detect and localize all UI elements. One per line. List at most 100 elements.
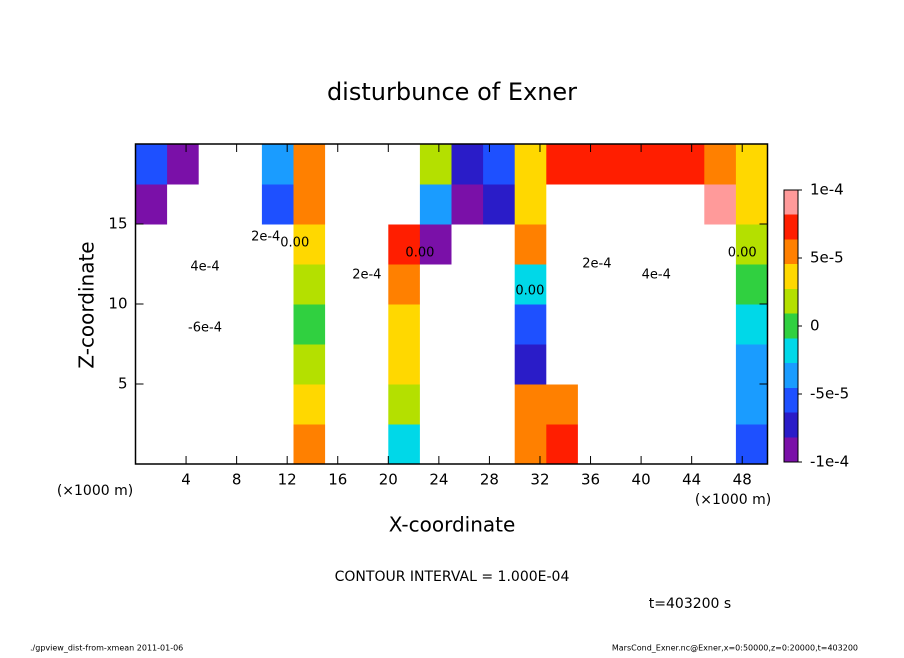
- field-cell: [325, 384, 358, 425]
- x-unit: (×1000 m): [695, 492, 771, 508]
- x-tick-label: 16: [328, 471, 347, 489]
- field-cell: [230, 304, 263, 345]
- field-cell: [451, 184, 484, 225]
- field-cell: [704, 424, 737, 465]
- field-cell: [135, 224, 168, 265]
- field-cell: [293, 304, 326, 345]
- field-cell: [230, 344, 263, 385]
- field-cell: [514, 224, 547, 265]
- field-cell: [546, 264, 579, 305]
- field-cell: [388, 224, 421, 265]
- field-cell: [198, 424, 231, 465]
- x-axis-label: X-coordinate: [389, 513, 516, 537]
- field-cell: [483, 304, 516, 345]
- y-axis-label: Z-coordinate: [75, 241, 99, 368]
- field-cell: [230, 264, 263, 305]
- field-cell: [451, 224, 484, 265]
- x-tick-label: 36: [581, 471, 600, 489]
- field-cell: [483, 264, 516, 305]
- field-cell: [609, 264, 642, 305]
- field-cell: [735, 224, 768, 265]
- field-cell: [356, 424, 389, 465]
- field-cell: [672, 344, 705, 385]
- field-cell: [609, 384, 642, 425]
- field-cell: [325, 264, 358, 305]
- field-cell: [419, 184, 452, 225]
- field-cell: [356, 344, 389, 385]
- contour-label: 0.00: [405, 245, 434, 260]
- x-tick-label: 48: [733, 471, 752, 489]
- field-cell: [451, 344, 484, 385]
- field-cell: [419, 144, 452, 185]
- field-cell: [419, 264, 452, 305]
- footer-left: ./gpview_dist-from-xmean 2011-01-06: [30, 644, 183, 653]
- field-cell: [198, 384, 231, 425]
- field-cell: [735, 264, 768, 305]
- field-cell: [293, 224, 326, 265]
- field-cell: [735, 384, 768, 425]
- field-cell: [451, 384, 484, 425]
- field-cell: [167, 304, 200, 345]
- field-cell: [419, 224, 452, 265]
- field-cell: [198, 264, 231, 305]
- field-cell: [451, 144, 484, 185]
- time-label: t=403200 s: [649, 596, 731, 612]
- field-cell: [230, 384, 263, 425]
- colorbar-tick-label: 5e-5: [810, 249, 844, 267]
- contour-label: 4e-4: [190, 260, 219, 275]
- field-cell: [546, 344, 579, 385]
- field-cell: [135, 304, 168, 345]
- field-cell: [704, 144, 737, 185]
- y-tick-label: 10: [108, 295, 127, 313]
- field-cell: [672, 264, 705, 305]
- field-cell: [325, 144, 358, 185]
- field-cell: [641, 344, 674, 385]
- field-cell: [261, 384, 294, 425]
- field-cell: [293, 344, 326, 385]
- field-cell: [641, 424, 674, 465]
- field-cell: [198, 184, 231, 225]
- field-cell: [641, 224, 674, 265]
- field-cell: [230, 424, 263, 465]
- x-tick-label: 28: [480, 471, 499, 489]
- field-cell: [672, 224, 705, 265]
- field-cell: [135, 344, 168, 385]
- x-tick-label: 44: [682, 471, 701, 489]
- x-tick-label: 12: [278, 471, 297, 489]
- y-tick-label: 15: [108, 215, 127, 233]
- field-cell: [356, 144, 389, 185]
- field-cell: [483, 384, 516, 425]
- field-cell: [514, 144, 547, 185]
- field-cell: [735, 344, 768, 385]
- field-cell: [577, 184, 610, 225]
- field-cell: [261, 424, 294, 465]
- contour-label: 0.00: [280, 236, 309, 251]
- field-cell: [388, 184, 421, 225]
- field-cell: [167, 184, 200, 225]
- field-cell: [483, 144, 516, 185]
- field-cell: [577, 344, 610, 385]
- field-cell: [451, 304, 484, 345]
- field-cell: [325, 424, 358, 465]
- field-cell: [356, 264, 389, 305]
- field-cell: [135, 384, 168, 425]
- field-cell: [388, 304, 421, 345]
- field-cell: [704, 344, 737, 385]
- field-cell: [325, 184, 358, 225]
- field-cell: [514, 304, 547, 345]
- field-cell: [419, 344, 452, 385]
- field-cell: [641, 264, 674, 305]
- field-cell: [735, 424, 768, 465]
- footer-right: MarsCond_Exner.nc@Exner,x=0:50000,z=0:20…: [612, 644, 858, 653]
- field-cell: [609, 304, 642, 345]
- x-tick-label: 4: [181, 471, 191, 489]
- field-cell: [135, 424, 168, 465]
- contour-label: 2e-4: [582, 257, 611, 272]
- contour-label: -6e-4: [188, 321, 222, 336]
- contour-label: 2e-4: [352, 268, 381, 283]
- field-cell: [546, 424, 579, 465]
- field-cell: [135, 144, 168, 185]
- field-cell: [325, 304, 358, 345]
- colorbar-tick-label: -5e-5: [810, 385, 849, 403]
- field-cell: [704, 184, 737, 225]
